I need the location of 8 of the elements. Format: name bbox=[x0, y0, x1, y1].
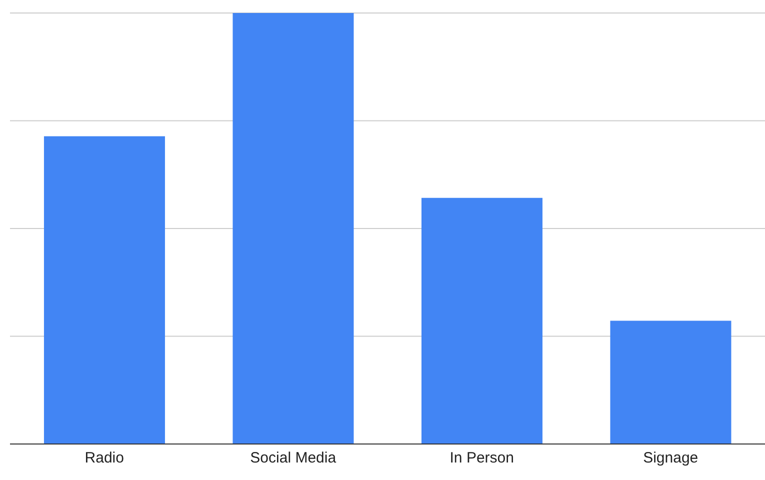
bar bbox=[44, 136, 165, 444]
x-tick-label: In Person bbox=[450, 450, 514, 467]
bar bbox=[610, 320, 732, 444]
x-tick-label: Signage bbox=[643, 450, 698, 467]
bar bbox=[421, 198, 542, 444]
x-tick-label: Social Media bbox=[250, 450, 337, 467]
bar bbox=[232, 13, 354, 444]
x-tick-label: Radio bbox=[84, 450, 124, 467]
